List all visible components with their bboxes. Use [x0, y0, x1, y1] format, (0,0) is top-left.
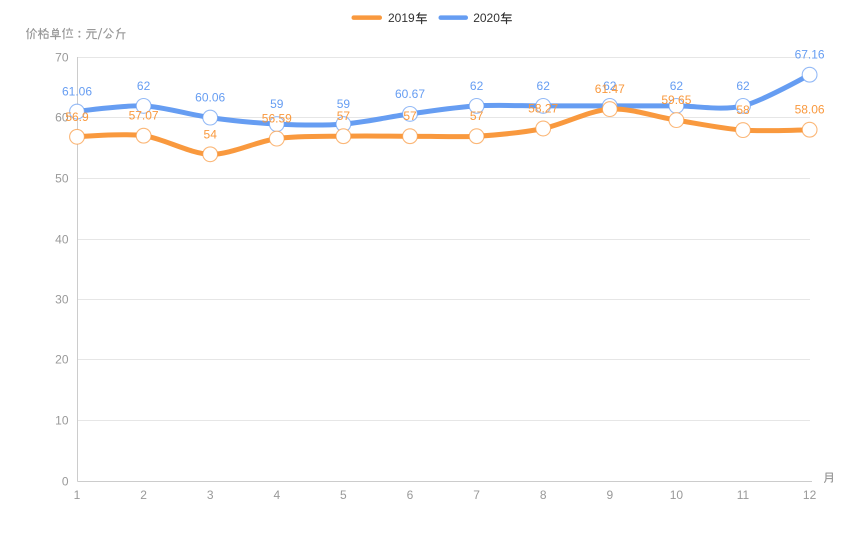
svg-text:4: 4	[273, 488, 280, 502]
svg-text:2020: 2020	[473, 11, 500, 25]
svg-text:57: 57	[337, 109, 351, 123]
svg-text:61.06: 61.06	[62, 85, 92, 99]
svg-text:1: 1	[74, 488, 81, 502]
svg-text:60: 60	[55, 111, 69, 125]
svg-text:57.07: 57.07	[129, 109, 159, 123]
svg-text:59.65: 59.65	[661, 93, 691, 107]
svg-text:12: 12	[803, 488, 817, 502]
svg-text:10: 10	[55, 414, 69, 428]
svg-text:62: 62	[470, 79, 484, 93]
svg-text:2: 2	[140, 488, 147, 502]
svg-text:10: 10	[670, 488, 684, 502]
svg-text:61.47: 61.47	[595, 82, 625, 96]
svg-text:62: 62	[137, 79, 151, 93]
svg-text:57: 57	[470, 109, 484, 123]
svg-text:6: 6	[407, 488, 414, 502]
svg-text:62: 62	[537, 79, 551, 93]
svg-text:20: 20	[55, 353, 69, 367]
svg-text:67.16: 67.16	[795, 48, 825, 62]
svg-text:58.06: 58.06	[795, 103, 825, 117]
svg-text:58: 58	[736, 103, 750, 117]
svg-text:8: 8	[540, 488, 547, 502]
svg-text:56.9: 56.9	[65, 110, 89, 124]
svg-text:30: 30	[55, 293, 69, 307]
svg-text:62: 62	[736, 79, 750, 93]
svg-text:59: 59	[337, 97, 351, 111]
svg-text:60.67: 60.67	[395, 87, 425, 101]
svg-text:50: 50	[55, 172, 69, 186]
svg-text:0: 0	[62, 475, 69, 489]
svg-text:11: 11	[737, 488, 750, 502]
svg-text:5: 5	[340, 488, 347, 502]
svg-text:7: 7	[473, 488, 480, 502]
svg-text:62: 62	[670, 79, 684, 93]
svg-text:56.59: 56.59	[262, 112, 292, 126]
svg-text:59: 59	[270, 97, 284, 111]
svg-text:60.06: 60.06	[195, 91, 225, 105]
svg-text:2019: 2019	[388, 11, 415, 25]
svg-text:54: 54	[204, 127, 218, 141]
svg-text:62: 62	[603, 79, 617, 93]
svg-text:3: 3	[207, 488, 214, 502]
svg-text:58.27: 58.27	[528, 102, 558, 116]
svg-text:70: 70	[55, 51, 69, 65]
svg-text:40: 40	[55, 233, 69, 247]
svg-text:9: 9	[606, 488, 613, 502]
svg-text:57: 57	[403, 109, 417, 123]
